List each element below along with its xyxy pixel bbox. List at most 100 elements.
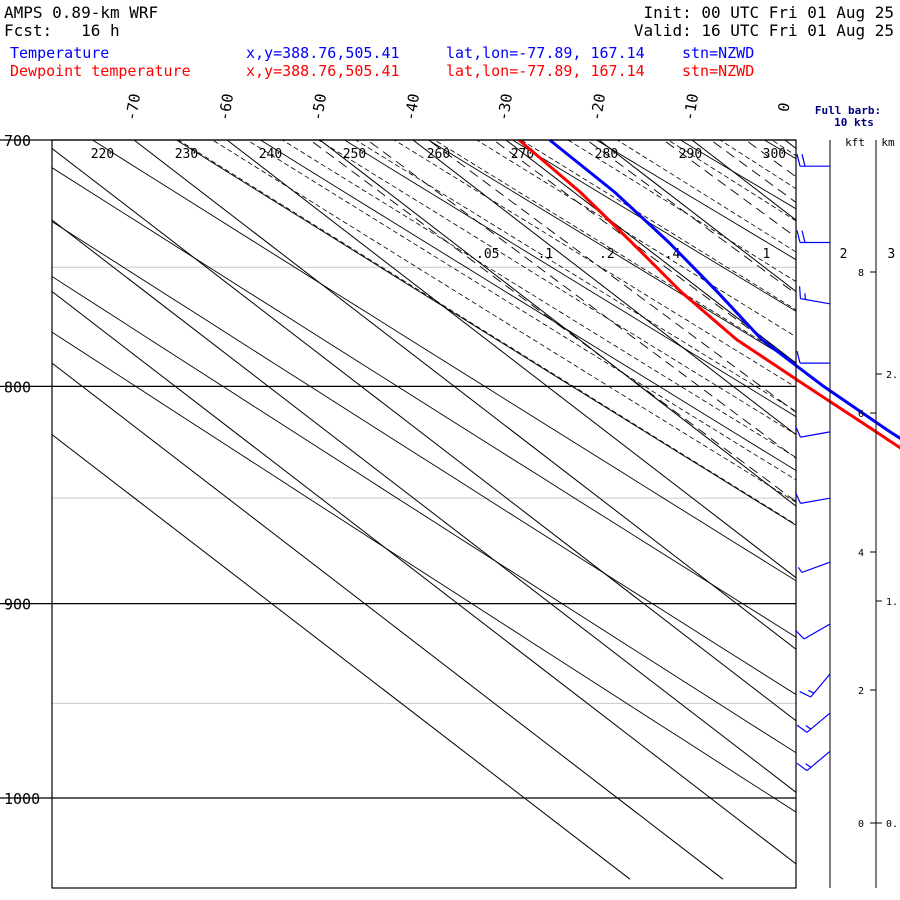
kft-tick-label: 0 <box>858 819 864 830</box>
mixing-ratio-line <box>827 114 900 889</box>
isotherm <box>133 140 796 650</box>
km-label: km <box>881 136 895 149</box>
dry-adiabat-label: 250 <box>343 147 366 162</box>
dewpoint-profile <box>518 138 900 450</box>
dry-adiabat <box>511 140 796 312</box>
pressure-label: 800 <box>4 378 31 396</box>
mixing-ratio-line <box>366 140 796 459</box>
isotherm <box>52 147 796 722</box>
isotherm <box>226 140 796 579</box>
dry-adiabat <box>52 331 796 813</box>
dry-adiabat <box>259 140 796 472</box>
moist-adiabat <box>881 114 900 889</box>
mixing-ratio-label: .2 <box>599 247 615 262</box>
wind-barb <box>798 286 831 305</box>
moist-adiabat <box>354 140 796 412</box>
wind-barb <box>794 623 831 640</box>
moist-adiabat <box>281 140 796 458</box>
temperature-tick-label: -30 <box>494 92 516 122</box>
dry-adiabat-label: 240 <box>259 147 282 162</box>
isotherm <box>598 140 796 293</box>
isotherm <box>52 362 724 880</box>
dry-adiabat-label: 230 <box>175 147 198 162</box>
legend-temperature-xy: x,y=388.76,505.41 <box>246 44 400 62</box>
wind-barb <box>796 350 830 364</box>
moist-adiabat <box>475 140 796 338</box>
moist-adiabat <box>833 114 900 889</box>
plot-area <box>52 114 900 889</box>
wind-barb <box>796 712 831 733</box>
dry-adiabat <box>52 275 796 754</box>
init-time: Init: 00 UTC Fri 01 Aug 25 <box>643 3 894 22</box>
dry-adiabat-label: 260 <box>427 147 450 162</box>
dry-adiabat <box>52 167 796 638</box>
moist-adiabat <box>616 140 796 253</box>
temperature-tick-label: -70 <box>122 92 144 122</box>
kft-label: kft <box>845 136 865 149</box>
legend-dewpoint-name: Dewpoint temperature <box>10 62 191 80</box>
mixing-ratio-label: 3 <box>887 247 895 262</box>
kft-tick-label: 8 <box>858 268 864 279</box>
valid-time: Valid: 16 UTC Fri 01 Aug 25 <box>633 21 894 40</box>
temperature-tick-label: 0 <box>774 101 793 113</box>
km-tick-label: 2. <box>886 370 898 381</box>
moist-adiabat <box>520 140 796 311</box>
dry-adiabat <box>52 221 796 696</box>
moist-adiabat <box>211 140 796 503</box>
moist-adiabat <box>177 140 796 526</box>
wind-barb <box>796 750 831 772</box>
mixing-ratio-label: 1 <box>763 247 771 262</box>
pressure-label: 700 <box>4 132 31 150</box>
dry-adiabat <box>175 140 796 526</box>
barb-panel-subtitle: 10 kts <box>834 116 874 129</box>
temperature-tick-label: -40 <box>401 92 423 122</box>
dry-adiabat-label: 220 <box>91 147 114 162</box>
temperature-tick-label: -10 <box>680 92 702 122</box>
pressure-label: 900 <box>4 596 31 614</box>
kft-tick-label: 6 <box>858 409 864 420</box>
isotherm <box>412 140 796 436</box>
kft-tick-label: 2 <box>858 686 864 697</box>
dry-adiabat <box>679 140 796 210</box>
isotherm <box>52 433 631 880</box>
dry-adiabat <box>427 140 796 365</box>
km-tick-label: 0. <box>886 819 898 830</box>
mixing-ratio-label: .05 <box>476 247 499 262</box>
legend-dewpoint-xy: x,y=388.76,505.41 <box>246 62 400 80</box>
dry-adiabat <box>595 140 796 261</box>
legend-dewpoint-stn: stn=NZWD <box>682 62 755 80</box>
mixing-ratio-line <box>427 140 796 413</box>
pressure-label: 1000 <box>4 790 40 808</box>
moist-adiabat <box>567 140 796 283</box>
dry-adiabat <box>887 114 900 889</box>
wind-barb <box>797 561 831 573</box>
legend-temperature-name: Temperature <box>10 44 110 62</box>
moist-adiabat <box>783 114 900 889</box>
kft-tick-label: 4 <box>858 548 864 559</box>
mixing-ratio-line <box>586 140 796 295</box>
temperature-profile <box>548 138 900 440</box>
isotherm <box>52 219 796 793</box>
isotherm <box>319 140 796 507</box>
mixing-ratio-line <box>309 140 796 503</box>
temperature-tick-label: -20 <box>587 92 609 122</box>
dry-adiabat-label: 300 <box>763 147 786 162</box>
mixing-ratio-label: .4 <box>665 247 681 262</box>
mixing-ratio-line <box>744 140 796 178</box>
temperature-tick-label: -60 <box>215 92 237 122</box>
legend-temperature-latlon: lat,lon=-77.89, 167.14 <box>446 44 645 62</box>
temperature-tick-label: -50 <box>308 92 330 122</box>
wind-barb <box>796 154 830 167</box>
moist-adiabat <box>317 140 796 436</box>
dry-adiabat <box>343 140 796 418</box>
legend-dewpoint-latlon: lat,lon=-77.89, 167.14 <box>446 62 645 80</box>
wind-barb <box>794 491 831 504</box>
mixing-ratio-label: 2 <box>840 247 848 262</box>
wind-barb <box>796 230 830 244</box>
dry-adiabat-label: 270 <box>511 147 534 162</box>
dry-adiabat-label: 280 <box>595 147 618 162</box>
moist-adiabat <box>433 140 796 363</box>
barb-panel-title: Full barb: <box>815 104 881 117</box>
mixing-ratio-label: .1 <box>538 247 554 262</box>
